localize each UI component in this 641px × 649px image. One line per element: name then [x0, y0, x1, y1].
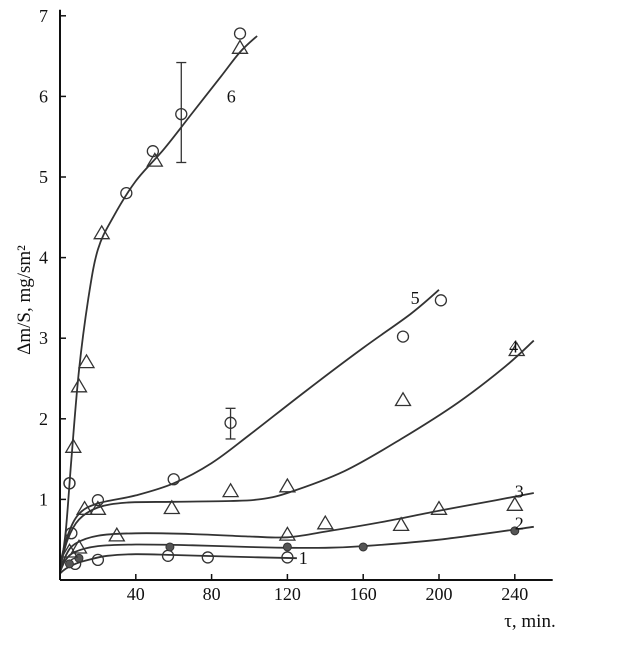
error-bar-1: [176, 61, 187, 164]
point-circle-series-1: [91, 553, 105, 566]
point-triangle-series-3: [70, 539, 88, 554]
y-tick-label-6: 6: [39, 86, 48, 106]
point-circle-series-5: [91, 494, 105, 507]
curve-label-6: 6: [227, 86, 236, 106]
point-triangle-series-4: [508, 341, 526, 357]
point-triangle-series-4: [221, 482, 240, 498]
x-tick-label-200: 200: [426, 584, 453, 604]
y-tick-label-1: 1: [39, 489, 48, 509]
point-triangle-series-3: [392, 516, 410, 532]
curve-1: [59, 553, 297, 575]
curve-labels-layer: 1 2 3 4 5 6: [227, 86, 524, 568]
point-circle-series-1: [201, 551, 214, 564]
point-circle-series-6: [175, 107, 188, 121]
point-triangle-series-3: [506, 496, 524, 511]
point-filled-series-2: [282, 542, 292, 552]
axes-layer: 40 80 120 160 200 240 1 2 3 4 5 6 7 τ, min. Δm/S, mg/s…: [14, 6, 556, 632]
curve-label-4: 4: [509, 336, 518, 356]
point-circle-series-1: [281, 551, 294, 564]
point-filled-series-2: [165, 542, 175, 552]
point-triangle-series-6: [146, 152, 164, 167]
curve-label-5: 5: [411, 288, 420, 308]
point-circle-series-6: [146, 145, 160, 158]
point-triangle-series-4: [163, 499, 181, 515]
curve-label-3: 3: [515, 481, 524, 501]
point-triangle-series-4: [75, 500, 94, 515]
point-filled-series-2: [510, 526, 520, 536]
point-circle-series-5: [224, 416, 237, 429]
x-tick-label-40: 40: [127, 584, 145, 604]
y-tick-label-2: 2: [39, 409, 48, 429]
point-circle-series-5: [434, 294, 448, 307]
point-triangle-series-6: [77, 353, 96, 369]
point-triangle-series-6: [70, 377, 88, 393]
point-filled-series-2: [64, 559, 74, 569]
x-tick-label-240: 240: [501, 584, 528, 604]
point-triangle-series-3: [316, 514, 334, 530]
point-circle-series-5: [396, 330, 410, 343]
point-triangle-series-6: [231, 39, 249, 54]
point-triangle-series-6: [93, 224, 111, 240]
curve-label-2: 2: [515, 514, 524, 534]
curve-3: [59, 492, 534, 573]
x-tick-label-120: 120: [274, 584, 301, 604]
point-triangle-series-3: [278, 526, 297, 541]
x-tick-label-80: 80: [203, 584, 221, 604]
point-circle-series-6: [63, 477, 76, 490]
point-triangle-series-4: [89, 500, 107, 515]
x-tick-label-160: 160: [350, 584, 377, 604]
y-tick-label-3: 3: [39, 328, 48, 348]
point-circle-series-6: [233, 27, 247, 40]
point-circle-series-5: [65, 527, 78, 540]
point-circle-series-6: [120, 186, 133, 200]
point-triangle-series-4: [394, 391, 412, 407]
point-triangle-series-4: [278, 477, 297, 493]
point-triangle-series-3: [430, 500, 448, 515]
x-axis-title: τ, min.: [504, 611, 555, 632]
curves-layer: [59, 35, 535, 575]
point-triangle-series-6: [64, 438, 82, 453]
error-bar-2: [225, 407, 236, 440]
point-triangle-series-3: [108, 526, 126, 542]
curve-6: [59, 35, 258, 573]
points-layer: [60, 27, 526, 571]
curve-2: [59, 525, 534, 573]
point-filled-series-2: [358, 542, 368, 552]
y-axis-title: Δm/S, mg/sm²: [14, 245, 35, 355]
curve-label-1: 1: [299, 548, 308, 568]
point-circle-series-5: [167, 473, 180, 486]
y-tick-label-5: 5: [39, 167, 48, 187]
y-tick-label-4: 4: [39, 248, 48, 268]
y-tick-label-7: 7: [39, 6, 48, 26]
curve-4: [59, 339, 535, 569]
error-bars-layer: [176, 61, 236, 440]
